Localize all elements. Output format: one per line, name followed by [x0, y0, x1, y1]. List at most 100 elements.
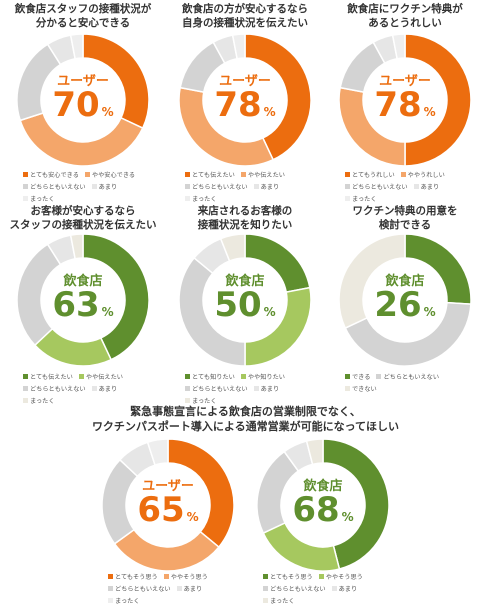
legend-label: あまり	[98, 386, 118, 393]
legend-swatch	[163, 574, 169, 579]
respondent-label: 飲食店	[385, 274, 425, 289]
legend-item: どちらともいえない	[376, 372, 439, 381]
chart-legend: とても安心できる やや安心できるどちらともいえない あまりまったく	[23, 170, 147, 203]
chart-legend: とてもそう思う ややそう思う どちらともいえない あまり まったく	[263, 572, 387, 605]
legend-swatch	[253, 386, 259, 391]
legend-swatch	[263, 598, 268, 603]
chart-title: お客様が安心するなら スタッフの接種状況を伝えたい	[9, 205, 157, 231]
donut-slice	[344, 301, 472, 367]
donut-chart	[178, 233, 312, 367]
legend-swatch	[376, 374, 382, 379]
legend-label: まったく	[192, 196, 217, 203]
legend-label: とても安心できる	[30, 172, 79, 179]
legend-swatch	[345, 196, 350, 201]
chart-title: 来店されるお客様の 接種状況を知りたい	[197, 205, 293, 231]
percent-value: 65	[137, 490, 185, 530]
legend-label: やや伝えたい	[85, 374, 123, 381]
legend-item: とてもうれしい	[345, 170, 395, 179]
chart-legend: とてもそう思う ややそう思う どちらともいえない あまり まったく	[108, 572, 232, 605]
legend-item: どちらともいえない	[345, 182, 408, 191]
donut-chart	[101, 438, 235, 572]
donut-chart	[16, 33, 150, 167]
legend-item: まったく	[23, 194, 55, 203]
chart-legend: とても伝えたい やや伝えたい どちらともいえない あまり まったく	[185, 170, 309, 203]
chart-title: 飲食店にワクチン特典が あるとうれしい	[347, 3, 463, 29]
legend-label: とてもうれしい	[352, 172, 395, 179]
legend-swatch	[345, 374, 350, 379]
legend-item: とてもそう思う	[108, 572, 158, 581]
legend-item: まったく	[185, 194, 217, 203]
legend-swatch	[91, 184, 97, 189]
legend-label: ややそう思う	[170, 574, 208, 581]
legend-item: あまり	[91, 182, 118, 191]
legend-item: ややそう思う	[318, 572, 363, 581]
donut-slice	[69, 33, 84, 60]
chart-legend: とてもうれしい ややうれしいどちらともいえない あまりまったく	[345, 170, 469, 203]
legend-item: ややうれしい	[400, 170, 445, 179]
headline-percent: 68%	[278, 493, 368, 534]
chart-title: 飲食店の方が安心するなら 自身の接種状況を伝えたい	[182, 3, 308, 29]
donut-slice	[244, 33, 312, 161]
donut-chart	[256, 438, 390, 572]
percent-unit: %	[101, 105, 114, 119]
respondent-label: ユーザー	[142, 479, 194, 494]
legend-label: まったく	[115, 598, 140, 605]
legend-label: できる	[352, 374, 371, 381]
donut-slice	[219, 233, 246, 262]
legend-item: どちらともいえない	[108, 584, 171, 593]
donut-chart	[178, 33, 312, 167]
legend-label: ややそう思う	[325, 574, 363, 581]
percent-value: 78	[374, 85, 422, 125]
percent-unit: %	[101, 305, 114, 319]
legend-label: どちらともいえない	[30, 184, 86, 191]
chart-title: ワクチン特典の用意を 検討できる	[352, 205, 458, 231]
legend-swatch	[318, 574, 324, 579]
percent-value: 78	[214, 85, 262, 125]
legend-label: どちらともいえない	[270, 586, 326, 593]
legend-swatch	[185, 172, 190, 177]
donut-slice	[178, 256, 246, 367]
legend-swatch	[78, 374, 84, 379]
respondent-label: ユーザー	[57, 74, 109, 89]
legend-item: まったく	[345, 194, 377, 203]
legend-label: どちらともいえない	[192, 386, 248, 393]
legend-item: とてもそう思う	[263, 572, 313, 581]
legend-item: まったく	[263, 596, 295, 605]
donut-slice	[338, 233, 406, 330]
legend-label: どちらともいえない	[352, 184, 408, 191]
legend-item: あまり	[413, 182, 440, 191]
respondent-label: ユーザー	[379, 74, 431, 89]
legend-label: やや伝えたい	[247, 172, 285, 179]
legend-swatch	[185, 398, 190, 403]
legend-swatch	[345, 386, 350, 391]
legend-swatch	[108, 574, 113, 579]
legend-swatch	[253, 184, 259, 189]
legend-label: あまり	[420, 184, 440, 191]
percent-unit: %	[186, 510, 199, 524]
legend-label: とても伝えたい	[192, 172, 235, 179]
legend-swatch	[108, 586, 113, 591]
donut-slice	[82, 233, 150, 361]
legend-item: どちらともいえない	[185, 182, 248, 191]
legend-item: やや安心できる	[84, 170, 135, 179]
donut-slice	[231, 33, 246, 60]
chart-legend: できる どちらともいえないできない	[345, 372, 469, 393]
donut-chart	[338, 33, 472, 167]
headline-percent: 63%	[38, 288, 128, 329]
donut-slice	[167, 438, 235, 549]
legend-item: やや伝えたい	[240, 170, 285, 179]
legend-item: できない	[345, 384, 377, 393]
legend-item: とても伝えたい	[185, 170, 235, 179]
legend-item: どちらともいえない	[23, 384, 86, 393]
legend-swatch	[345, 184, 350, 189]
headline-percent: 65%	[123, 493, 213, 534]
percent-value: 70	[52, 85, 100, 125]
legend-swatch	[23, 196, 28, 201]
headline-percent: 78%	[200, 88, 290, 129]
legend-label: とても伝えたい	[30, 374, 73, 381]
percent-unit: %	[263, 305, 276, 319]
donut-slice	[113, 528, 220, 572]
legend-label: どちらともいえない	[30, 386, 86, 393]
headline-percent: 70%	[38, 88, 128, 129]
legend-label: あまり	[98, 184, 118, 191]
